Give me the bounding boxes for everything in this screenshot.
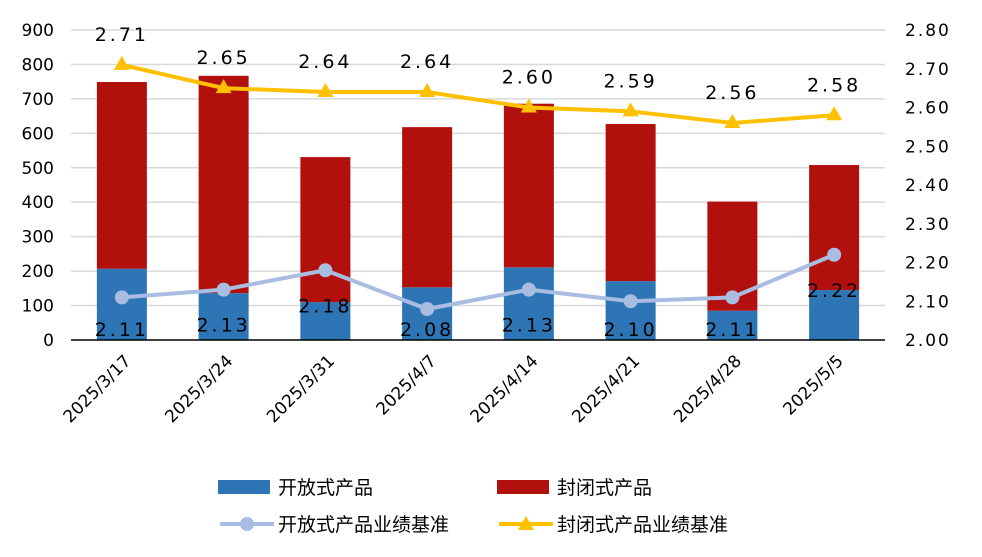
data-label: 2.13 [196, 315, 250, 337]
chart-plot: 0 100 200 300 400 500 600 700 800 900 2.00 2.10 2.20… [22, 21, 951, 427]
x-tick-label: 2025/4/21 [568, 351, 644, 427]
point-open-benchmark [216, 282, 231, 297]
bar-open-product [198, 293, 249, 340]
x-tick-label: 2025/5/5 [780, 351, 848, 419]
legend-line-marker [499, 515, 553, 530]
point-closed-benchmark [520, 98, 537, 113]
line-open-benchmark [121, 252, 835, 312]
y-tick-label: 300 [22, 228, 54, 248]
point-open-benchmark [725, 290, 740, 305]
line-closed-benchmark [121, 62, 835, 126]
y2-tick-label: 2.10 [905, 292, 951, 312]
y-tick-label: 100 [22, 297, 54, 317]
data-label: 2.22 [807, 280, 861, 302]
data-label: 2.71 [95, 24, 149, 46]
data-label: 2.11 [95, 319, 149, 341]
bar-open-product [300, 302, 351, 340]
point-open-benchmark [318, 263, 333, 278]
point-open-benchmark [114, 290, 129, 305]
y2-tick-label: 2.70 [905, 60, 951, 80]
point-open-benchmark [827, 247, 842, 262]
bar-open-product [503, 267, 554, 340]
bar-closed-product [605, 124, 656, 282]
data-label: 2.64 [298, 51, 352, 73]
data-label: 2.60 [502, 67, 556, 89]
y2-tick-label: 2.60 [905, 99, 951, 119]
point-open-benchmark [521, 282, 536, 297]
y-tick-label: 0 [43, 331, 54, 351]
legend-open-benchmark: 开放式产品业绩基准 [218, 510, 449, 537]
y2-tick-label: 2.00 [905, 331, 951, 351]
y2-tick-label: 2.20 [905, 254, 951, 274]
y2-tick-label: 2.80 [905, 21, 951, 41]
x-tick-label: 2025/4/14 [467, 351, 543, 427]
y2-tick-label: 2.30 [905, 215, 951, 235]
point-closed-benchmark [724, 114, 741, 128]
y-tick-label: 500 [22, 159, 54, 179]
legend-label: 开放式产品业绩基准 [278, 514, 450, 536]
data-label: 2.56 [705, 82, 759, 104]
x-tick-label: 2025/3/24 [161, 351, 237, 427]
legend-swatch [497, 479, 549, 494]
y-tick-label: 900 [22, 21, 54, 41]
point-closed-benchmark [317, 83, 334, 97]
data-label: 2.11 [705, 319, 759, 341]
y-tick-label: 800 [22, 55, 54, 75]
x-tick-label: 2025/3/31 [263, 351, 339, 427]
x-tick-label: 2025/3/17 [60, 351, 136, 427]
y2-tick-label: 2.40 [905, 176, 951, 196]
legend-line-marker [220, 516, 274, 531]
y-tick-label: 400 [22, 193, 54, 213]
bar-open-product [605, 281, 656, 340]
bar-closed-product [402, 127, 453, 288]
data-label: 2.64 [400, 51, 454, 73]
data-label: 2.18 [298, 295, 352, 317]
y-tick-label: 600 [22, 124, 54, 144]
bar-closed-product [96, 82, 147, 269]
point-closed-benchmark [622, 102, 639, 117]
legend-swatch [218, 479, 270, 494]
legend-closed-product: 封闭式产品 [497, 473, 652, 500]
y-tick-label: 700 [22, 90, 54, 110]
data-label: 2.13 [502, 315, 556, 337]
bar-open-product [707, 310, 758, 340]
point-closed-benchmark [215, 79, 232, 94]
point-open-benchmark [623, 294, 638, 309]
x-tick-label: 2025/4/7 [373, 351, 441, 419]
y2-tick-label: 2.50 [905, 137, 951, 157]
bar-closed-product [198, 75, 249, 294]
point-closed-benchmark [419, 83, 436, 97]
data-label: 2.65 [196, 47, 250, 69]
bar-open-product [809, 290, 860, 340]
data-label: 2.08 [400, 319, 454, 341]
point-closed-benchmark [826, 106, 843, 121]
data-label: 2.59 [603, 70, 657, 92]
legend-label: 开放式产品 [278, 477, 374, 499]
legend-closed-benchmark: 封闭式产品业绩基准 [497, 510, 728, 537]
bar-closed-product [809, 165, 860, 291]
bar-closed-product [503, 103, 554, 268]
point-closed-benchmark [113, 55, 130, 70]
point-open-benchmark [420, 302, 435, 316]
x-tick-label: 2025/4/28 [670, 351, 746, 427]
data-label: 2.58 [807, 74, 861, 96]
legend-label: 封闭式产品 [557, 477, 653, 499]
legend-open-product: 开放式产品 [218, 473, 373, 500]
bar-closed-product [300, 157, 351, 303]
y-tick-label: 200 [22, 262, 54, 282]
legend-label: 封闭式产品业绩基准 [557, 514, 729, 536]
data-label: 2.10 [603, 319, 657, 341]
